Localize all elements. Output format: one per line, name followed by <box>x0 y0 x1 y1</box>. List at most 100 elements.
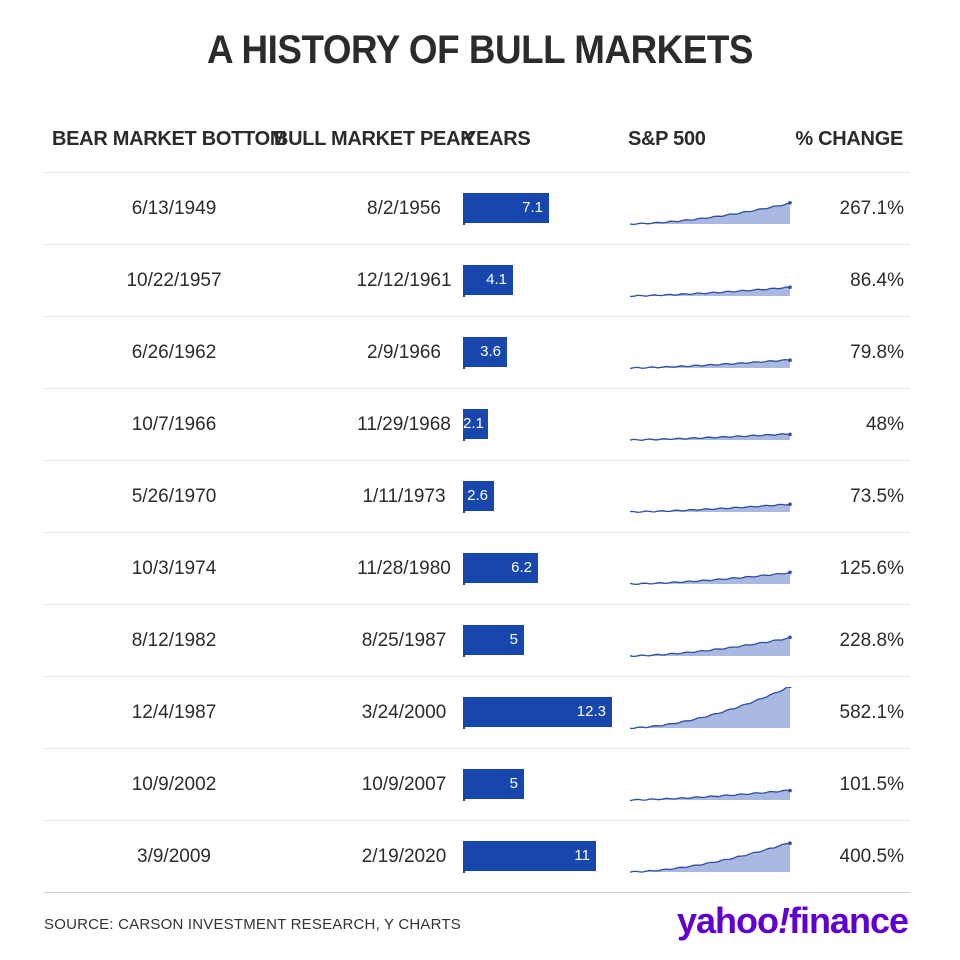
years-bar-cell: 5 <box>463 605 623 676</box>
years-bar-cell: 12.3 <box>463 677 623 748</box>
sp500-sparkline-area <box>630 790 790 801</box>
bear-market-bottom-date: 10/7/1966 <box>131 414 217 435</box>
page-title: A HISTORY OF BULL MARKETS <box>207 28 753 72</box>
sp500-sparkline <box>629 570 792 585</box>
sp500-sparkline <box>629 432 792 441</box>
sp500-sparkline-endpoint <box>788 201 792 205</box>
sp500-sparkline-cell <box>628 389 794 460</box>
table-row: 10/22/1957 12/12/1961 4.1 86.4% <box>44 244 910 316</box>
percent-change-value: 73.5% <box>850 486 904 507</box>
sp500-sparkline-line <box>629 687 790 730</box>
bear-market-bottom-date: 10/22/1957 <box>126 270 222 291</box>
years-bar: 2.1 <box>463 409 488 439</box>
years-bar-cell: 4.1 <box>463 245 623 316</box>
bull-market-peak-date: 8/2/1956 <box>367 198 441 219</box>
sp500-sparkline-endpoint <box>788 788 792 793</box>
table-row: 12/4/1987 3/24/2000 12.3 582.1% <box>44 676 910 748</box>
years-bar: 2.6 <box>463 481 494 511</box>
logo-text-finance: finance <box>788 900 909 941</box>
bull-market-peak-date: 8/25/1987 <box>361 630 447 651</box>
sp500-sparkline-cell <box>628 461 794 532</box>
years-bar: 5 <box>463 625 524 655</box>
percent-change-value: 48% <box>865 414 904 435</box>
years-bar: 7.1 <box>463 193 549 223</box>
bear-market-bottom-date: 6/26/1962 <box>131 342 217 363</box>
sp500-sparkline-endpoint <box>788 687 792 689</box>
bear-market-bottom-date: 6/13/1949 <box>131 198 217 219</box>
source-note: SOURCE: CARSON INVESTMENT RESEARCH, Y CH… <box>44 916 461 933</box>
percent-change-value: 400.5% <box>839 846 904 867</box>
years-bar-cell: 3.6 <box>463 317 623 388</box>
table-row: 6/26/1962 2/9/1966 3.6 79.8% <box>44 316 910 388</box>
sp500-sparkline-area <box>630 843 790 873</box>
years-bar: 12.3 <box>463 697 612 727</box>
sp500-sparkline-endpoint <box>788 841 792 845</box>
sp500-sparkline-line <box>629 503 791 514</box>
sp500-sparkline-cell <box>628 821 794 892</box>
percent-change-value: 267.1% <box>839 198 904 219</box>
bear-market-bottom-date: 8/12/1982 <box>131 630 217 651</box>
sp500-sparkline-line <box>629 789 791 802</box>
column-header-percent-change: % CHANGE <box>795 128 903 150</box>
sp500-sparkline-area <box>630 637 790 657</box>
years-bar-cell: 2.1 <box>463 389 623 460</box>
column-header-bear-market-bottom: BEAR MARKET BOTTOM <box>52 128 287 150</box>
sp500-sparkline-area <box>630 687 790 729</box>
sp500-sparkline-line <box>629 842 791 873</box>
percent-change-value: 125.6% <box>839 558 904 579</box>
bear-market-bottom-date: 12/4/1987 <box>131 702 217 723</box>
table-row: 10/7/1966 11/29/1968 2.1 48% <box>44 388 910 460</box>
table-row: 8/12/1982 8/25/1987 5 228.8% <box>44 604 910 676</box>
sp500-sparkline-endpoint <box>788 285 792 289</box>
table-row: 5/26/1970 1/11/1973 2.6 73.5% <box>44 460 910 532</box>
table-row: 10/3/1974 11/28/1980 6.2 125.6% <box>44 532 910 604</box>
sp500-sparkline-line <box>629 286 791 298</box>
column-header-years: YEARS <box>463 128 531 150</box>
bull-market-peak-date: 10/9/2007 <box>361 774 447 795</box>
sp500-sparkline-endpoint <box>788 358 792 362</box>
sp500-sparkline <box>629 358 792 370</box>
years-bar: 6.2 <box>463 553 538 583</box>
sp500-sparkline-endpoint <box>788 502 792 507</box>
sp500-sparkline-line <box>629 571 791 585</box>
sp500-sparkline <box>629 788 792 802</box>
bull-market-peak-date: 12/12/1961 <box>356 270 452 291</box>
sp500-sparkline-line <box>629 636 791 658</box>
sp500-sparkline-cell <box>628 605 794 676</box>
sp500-sparkline-cell <box>628 173 794 244</box>
percent-change-value: 582.1% <box>839 702 904 723</box>
sp500-sparkline-area <box>630 359 790 369</box>
sp500-sparkline-cell <box>628 533 794 604</box>
column-header-sp500: S&P 500 <box>628 128 706 150</box>
sp500-sparkline <box>629 285 792 298</box>
sp500-sparkline-line <box>629 433 791 441</box>
years-bar: 4.1 <box>463 265 513 295</box>
bear-market-bottom-date: 10/3/1974 <box>131 558 217 579</box>
sp500-sparkline-area <box>630 572 790 585</box>
sp500-sparkline-endpoint <box>788 635 792 640</box>
years-bar: 11 <box>463 841 596 871</box>
sp500-sparkline-line <box>629 358 791 370</box>
percent-change-value: 228.8% <box>839 630 904 651</box>
logo-exclamation: ! <box>777 900 790 941</box>
sp500-sparkline-cell <box>628 677 794 748</box>
bear-market-bottom-date: 5/26/1970 <box>131 486 217 507</box>
sp500-sparkline <box>629 687 792 730</box>
bull-market-peak-date: 11/28/1980 <box>357 558 451 579</box>
years-bar-cell: 11 <box>463 821 623 892</box>
table-row: 10/9/2002 10/9/2007 5 101.5% <box>44 748 910 820</box>
bull-market-peak-date: 2/19/2020 <box>361 846 447 867</box>
table-row: 3/9/2009 2/19/2020 11 400.5% <box>44 820 910 893</box>
sp500-sparkline-cell <box>628 245 794 316</box>
years-bar-cell: 6.2 <box>463 533 623 604</box>
sp500-sparkline-endpoint <box>788 432 792 437</box>
column-header-bull-market-peak: BULL MARKET PEAK <box>274 128 475 150</box>
logo-text-yahoo: yahoo <box>676 900 779 941</box>
bear-market-bottom-date: 10/9/2002 <box>131 774 217 795</box>
table-row: 6/13/1949 8/2/1956 7.1 267.1% <box>44 172 910 244</box>
bull-market-peak-date: 1/11/1973 <box>362 486 446 507</box>
sp500-sparkline <box>629 635 792 658</box>
sp500-sparkline <box>629 502 792 514</box>
bull-market-peak-date: 2/9/1966 <box>367 342 441 363</box>
percent-change-value: 79.8% <box>850 342 904 363</box>
